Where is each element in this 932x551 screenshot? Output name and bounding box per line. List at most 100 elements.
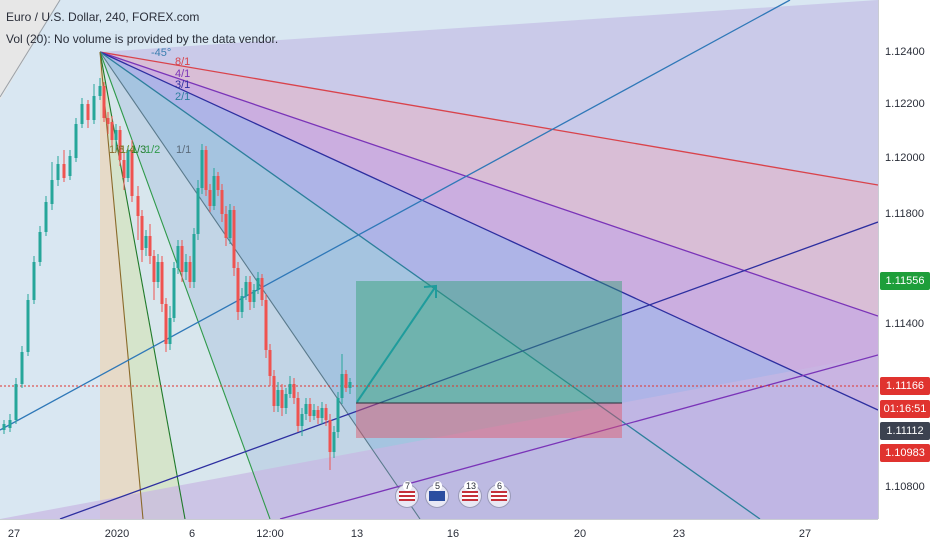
candle-body	[126, 150, 130, 178]
event-marker[interactable]: 13	[458, 481, 482, 508]
candle-body	[328, 420, 332, 452]
candle-body	[316, 410, 320, 418]
candle-body	[244, 282, 248, 296]
price-badge-entry: 1.11112	[880, 422, 930, 440]
time-tick: 23	[672, 528, 686, 540]
candle-body	[280, 390, 284, 408]
time-tick: 27	[7, 528, 21, 540]
candle-body	[68, 156, 72, 176]
candle-body	[80, 104, 84, 124]
candle-body	[268, 350, 272, 376]
candle-body	[102, 86, 106, 118]
fan-label-8-1: 8/1	[175, 56, 191, 68]
time-tick: 27	[798, 528, 812, 540]
fan-label-2-1: 2/1	[175, 91, 191, 103]
candle-body	[122, 160, 126, 178]
price-tick: 1.12200	[885, 98, 925, 110]
candle-body	[300, 414, 304, 426]
candle-body	[248, 282, 252, 302]
candle-body	[344, 374, 348, 388]
fan-label-1-8: 1/8	[109, 144, 125, 156]
candlestick-series	[2, 78, 352, 470]
time-tick: 2020	[104, 528, 130, 540]
candle-body	[216, 176, 220, 190]
candle-body	[92, 96, 96, 120]
candle-body	[62, 164, 66, 178]
candle-body	[180, 246, 184, 272]
candle-body	[148, 236, 152, 256]
fan-label-4-1: 4/1	[175, 68, 191, 80]
candle-body	[172, 268, 176, 318]
fan-label-1-1: 1/1	[176, 144, 192, 156]
candle-body	[192, 234, 196, 282]
candle-body	[184, 262, 188, 272]
event-marker[interactable]: 5	[425, 481, 449, 508]
candle-body	[136, 196, 140, 216]
chart-canvas[interactable]	[0, 0, 878, 519]
candle-body	[110, 122, 114, 140]
candle-body	[292, 384, 296, 398]
candle-body	[240, 296, 244, 312]
candle-body	[228, 210, 232, 238]
price-tick: 1.11800	[885, 208, 924, 220]
time-tick: 12:00	[256, 528, 284, 540]
candle-body	[14, 384, 18, 420]
candle-body	[44, 202, 48, 232]
candle-body	[156, 262, 160, 282]
fan-label-1-3: 1/3	[131, 144, 147, 156]
candle-body	[264, 300, 268, 350]
fan-label-minus45: -45°	[151, 47, 172, 59]
candle-body	[32, 262, 36, 300]
event-marker[interactable]: 7	[395, 481, 419, 508]
candle-body	[20, 352, 24, 384]
candle-body	[284, 394, 288, 408]
candle-body	[260, 278, 264, 300]
candle-body	[276, 390, 280, 406]
candle-body	[144, 236, 148, 248]
candle-body	[188, 262, 192, 282]
candle-body	[324, 408, 328, 420]
candle-body	[164, 304, 168, 344]
candle-body	[168, 318, 172, 344]
candle-body	[140, 216, 144, 250]
candle-body	[212, 176, 216, 206]
price-tick: 1.12000	[885, 152, 925, 164]
candle-body	[236, 268, 240, 312]
price-axis[interactable]: 1.12400 1.12200 1.12000 1.11800 1.11400 …	[878, 0, 932, 519]
candle-body	[232, 210, 236, 268]
time-axis[interactable]: 27 2020 6 12:00 13 16 20 23 27	[0, 519, 878, 551]
price-badge-target: 1.11556	[880, 272, 930, 290]
candle-body	[106, 118, 110, 124]
price-badge-stop: 1.10983	[880, 444, 930, 462]
candle-body	[296, 398, 300, 426]
us-flag-icon	[399, 491, 415, 501]
candle-body	[340, 374, 344, 398]
target-zone	[356, 281, 622, 403]
countdown-badge: 01:16:51	[880, 400, 930, 418]
candle-body	[114, 130, 118, 140]
candle-body	[86, 104, 90, 120]
candle-body	[208, 190, 212, 206]
time-tick: 6	[188, 528, 196, 540]
candle-body	[320, 408, 324, 418]
fan-label-1-2: 1/2	[145, 144, 161, 156]
candle-body	[304, 404, 308, 414]
candle-body	[50, 180, 54, 204]
candle-body	[152, 256, 156, 282]
candle-body	[200, 150, 204, 188]
candle-body	[256, 278, 260, 290]
candle-body	[118, 130, 122, 160]
price-tick: 1.11400	[885, 318, 924, 330]
candle-body	[272, 376, 276, 406]
candle-body	[130, 150, 134, 196]
event-marker[interactable]: 6	[487, 481, 511, 508]
candle-body	[98, 86, 102, 96]
symbol-title: Euro / U.S. Dollar, 240, FOREX.com	[6, 10, 200, 24]
candle-body	[308, 404, 312, 416]
candle-body	[26, 300, 30, 352]
candle-body	[176, 246, 180, 268]
candle-body	[348, 382, 352, 388]
candle-body	[38, 232, 42, 262]
candle-body	[8, 420, 12, 428]
